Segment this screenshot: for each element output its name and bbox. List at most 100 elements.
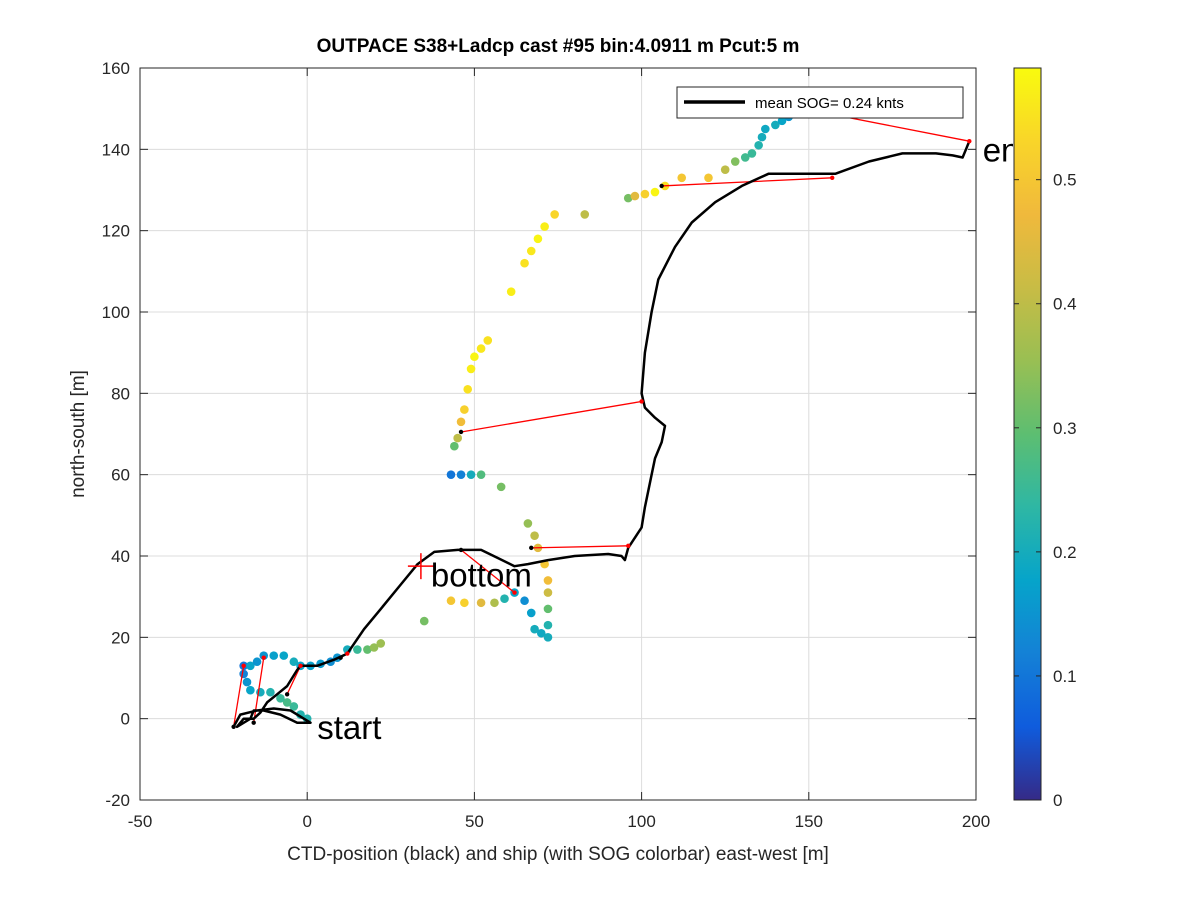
ship-point	[476, 470, 486, 479]
ship-point	[523, 519, 533, 528]
x-tick-label: 150	[795, 812, 823, 831]
y-tick-label: 140	[102, 140, 130, 159]
ship-point	[730, 157, 740, 166]
link-segment	[460, 400, 642, 433]
ship-point	[470, 352, 479, 362]
ctd-ship-links	[232, 103, 970, 727]
link-end-ctd	[241, 663, 246, 668]
ship-point	[446, 596, 456, 606]
ship-point	[630, 191, 640, 201]
link-end-ship	[231, 724, 236, 729]
colorbar: 0 0.1 0.2 0.3 0.4 0.5	[1013, 67, 1077, 810]
ship-point	[677, 173, 687, 183]
ship-point	[363, 645, 372, 654]
x-tick-label: 100	[627, 812, 655, 831]
ship-positions	[239, 112, 794, 723]
ship-point	[483, 336, 493, 345]
y-tick-label: 20	[111, 628, 130, 647]
legend-entry: mean SOG= 0.24 knts	[755, 95, 904, 112]
ship-point	[282, 698, 292, 707]
y-tick-label: -20	[105, 791, 130, 810]
link-segment	[661, 177, 833, 187]
ship-point	[754, 140, 763, 150]
ship-point	[353, 645, 362, 654]
ship-point	[650, 187, 660, 197]
ship-point	[269, 651, 279, 660]
ship-point	[453, 433, 462, 443]
link-end-ctd	[830, 175, 835, 180]
link-segment	[531, 545, 629, 549]
plot-frame	[139, 67, 977, 801]
link-end-ctd	[345, 651, 350, 656]
link-end-ship	[458, 547, 464, 553]
annotations: start bottom end	[317, 131, 1013, 746]
ship-point	[777, 116, 787, 126]
ship-point	[543, 576, 553, 585]
ship-point	[520, 258, 529, 268]
ship-point	[289, 702, 299, 711]
bottom-marker	[407, 553, 434, 580]
ship-point	[506, 287, 516, 296]
ship-point	[623, 193, 633, 203]
legend-box	[676, 86, 964, 119]
y-tick-label: 120	[102, 222, 130, 241]
y-tick-label: 60	[111, 466, 130, 485]
ship-point	[490, 598, 499, 608]
ship-point	[543, 604, 553, 614]
colorbar-tick-label: 0.5	[1053, 171, 1077, 190]
link-endpoints	[231, 102, 972, 729]
ship-point	[242, 677, 252, 687]
ship-point	[466, 470, 476, 479]
colorbar-ticks: 0 0.1 0.2 0.3 0.4 0.5	[1014, 171, 1077, 810]
ship-point	[543, 633, 553, 642]
y-axis-label: north-south [m]	[68, 370, 89, 498]
ship-point	[246, 685, 255, 695]
ship-point	[580, 210, 590, 219]
ship-point	[704, 173, 713, 183]
ctd-track	[232, 140, 971, 729]
chart-title: OUTPACE S38+Ladcp cast #95 bin:4.0911 m …	[317, 36, 800, 57]
y-tick-labels: -20 0 20 40 60 80 100 120 140 160	[102, 59, 130, 810]
link-end-ctd	[626, 543, 631, 549]
link-end-ctd	[967, 139, 972, 144]
link-segment	[460, 549, 515, 594]
link-end-ship	[338, 655, 343, 660]
link-segment	[232, 665, 245, 727]
ship-point	[376, 639, 386, 648]
ship-point	[446, 470, 456, 479]
colorbar-tick-label: 0	[1053, 791, 1062, 810]
ship-point	[246, 661, 255, 671]
colorbar-tick-label: 0.2	[1053, 543, 1077, 562]
ship-point	[540, 222, 549, 231]
colorbar-gradient	[1013, 67, 1042, 801]
ship-point	[520, 596, 529, 606]
colorbar-tick-label: 0.1	[1053, 667, 1077, 686]
ship-point	[543, 620, 553, 630]
ship-point	[460, 598, 469, 608]
annotation-start: start	[317, 709, 381, 746]
ship-point	[747, 149, 757, 158]
ship-point	[279, 651, 289, 660]
link-end-ship	[529, 545, 534, 551]
ship-point	[530, 531, 539, 540]
legend: mean SOG= 0.24 knts	[676, 86, 964, 119]
link-end-ctd	[298, 663, 303, 668]
data-layer	[231, 102, 972, 729]
ship-point	[466, 364, 476, 374]
ship-point	[456, 470, 466, 479]
annotation-bottom: bottom	[431, 556, 532, 593]
ship-point	[761, 124, 770, 134]
ship-point	[266, 687, 275, 697]
y-tick-label: 0	[121, 710, 130, 729]
ship-point	[476, 344, 486, 353]
y-tick-label: 40	[111, 547, 130, 566]
x-axis-label: CTD-position (black) and ship (with SOG …	[287, 844, 829, 865]
colorbar-tick-label: 0.3	[1053, 419, 1077, 438]
ship-point	[496, 482, 506, 492]
ship-point	[640, 189, 650, 199]
ship-point	[276, 694, 285, 703]
link-end-ship	[284, 692, 290, 697]
ship-point	[500, 594, 509, 603]
ship-point	[543, 588, 553, 597]
